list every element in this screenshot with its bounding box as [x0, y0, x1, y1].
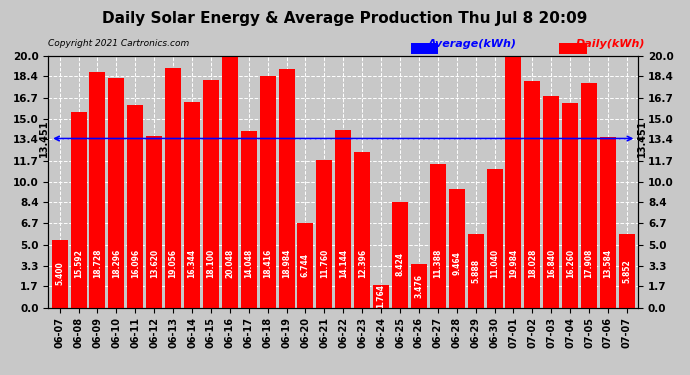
Text: 3.476: 3.476: [415, 274, 424, 298]
Text: 5.400: 5.400: [55, 262, 64, 285]
Text: 18.100: 18.100: [206, 249, 215, 278]
Bar: [600, 137, 616, 308]
Text: 8.424: 8.424: [395, 252, 404, 276]
Text: 5.852: 5.852: [622, 259, 631, 283]
Text: 20.048: 20.048: [226, 249, 235, 278]
Bar: [468, 234, 484, 308]
Bar: [241, 131, 257, 308]
Text: 11.040: 11.040: [490, 249, 499, 278]
Text: 18.416: 18.416: [263, 249, 272, 278]
Bar: [146, 136, 162, 308]
Bar: [505, 57, 522, 308]
Text: Average(kWh): Average(kWh): [428, 39, 517, 50]
Text: 18.028: 18.028: [528, 249, 537, 278]
Bar: [221, 56, 238, 308]
Bar: [335, 130, 351, 308]
Bar: [581, 82, 597, 308]
Bar: [184, 102, 200, 308]
Text: 19.984: 19.984: [509, 249, 518, 278]
Bar: [411, 264, 427, 308]
Text: 18.728: 18.728: [93, 249, 102, 278]
Bar: [165, 68, 181, 308]
Bar: [297, 223, 313, 308]
Bar: [70, 112, 86, 308]
Bar: [90, 72, 106, 308]
Text: 13.620: 13.620: [150, 249, 159, 278]
Text: 16.840: 16.840: [546, 249, 555, 278]
Bar: [108, 78, 124, 308]
Bar: [316, 160, 333, 308]
Text: 16.096: 16.096: [131, 249, 140, 278]
Text: 1.764: 1.764: [377, 284, 386, 308]
Bar: [392, 202, 408, 308]
Bar: [279, 69, 295, 308]
Text: 6.744: 6.744: [301, 253, 310, 277]
Text: 11.760: 11.760: [320, 249, 329, 278]
Bar: [373, 285, 389, 308]
Text: 17.908: 17.908: [584, 249, 593, 278]
Bar: [543, 96, 560, 308]
Text: 14.048: 14.048: [244, 249, 253, 278]
Text: 18.984: 18.984: [282, 249, 291, 278]
Bar: [524, 81, 540, 308]
Text: Copyright 2021 Cartronics.com: Copyright 2021 Cartronics.com: [48, 39, 190, 48]
Text: 5.888: 5.888: [471, 258, 480, 283]
Text: 16.260: 16.260: [566, 249, 575, 278]
Bar: [203, 80, 219, 308]
Bar: [619, 234, 635, 308]
Bar: [562, 103, 578, 308]
Text: 14.144: 14.144: [339, 249, 348, 278]
Bar: [448, 189, 465, 308]
Text: 19.056: 19.056: [168, 249, 177, 278]
Bar: [486, 169, 502, 308]
Text: 13.451: 13.451: [39, 120, 49, 157]
Bar: [127, 105, 144, 308]
Bar: [354, 152, 371, 308]
Bar: [52, 240, 68, 308]
Text: 9.464: 9.464: [452, 252, 461, 276]
Text: 11.388: 11.388: [433, 249, 442, 278]
Text: Daily Solar Energy & Average Production Thu Jul 8 20:09: Daily Solar Energy & Average Production …: [102, 11, 588, 26]
Text: 13.451: 13.451: [638, 120, 647, 157]
Text: 18.296: 18.296: [112, 249, 121, 278]
Bar: [259, 76, 276, 308]
Text: 13.584: 13.584: [604, 249, 613, 278]
Text: Daily(kWh): Daily(kWh): [576, 39, 646, 50]
Bar: [430, 165, 446, 308]
Text: 12.396: 12.396: [357, 249, 366, 278]
Text: 15.592: 15.592: [74, 249, 83, 278]
Text: 16.344: 16.344: [188, 249, 197, 278]
